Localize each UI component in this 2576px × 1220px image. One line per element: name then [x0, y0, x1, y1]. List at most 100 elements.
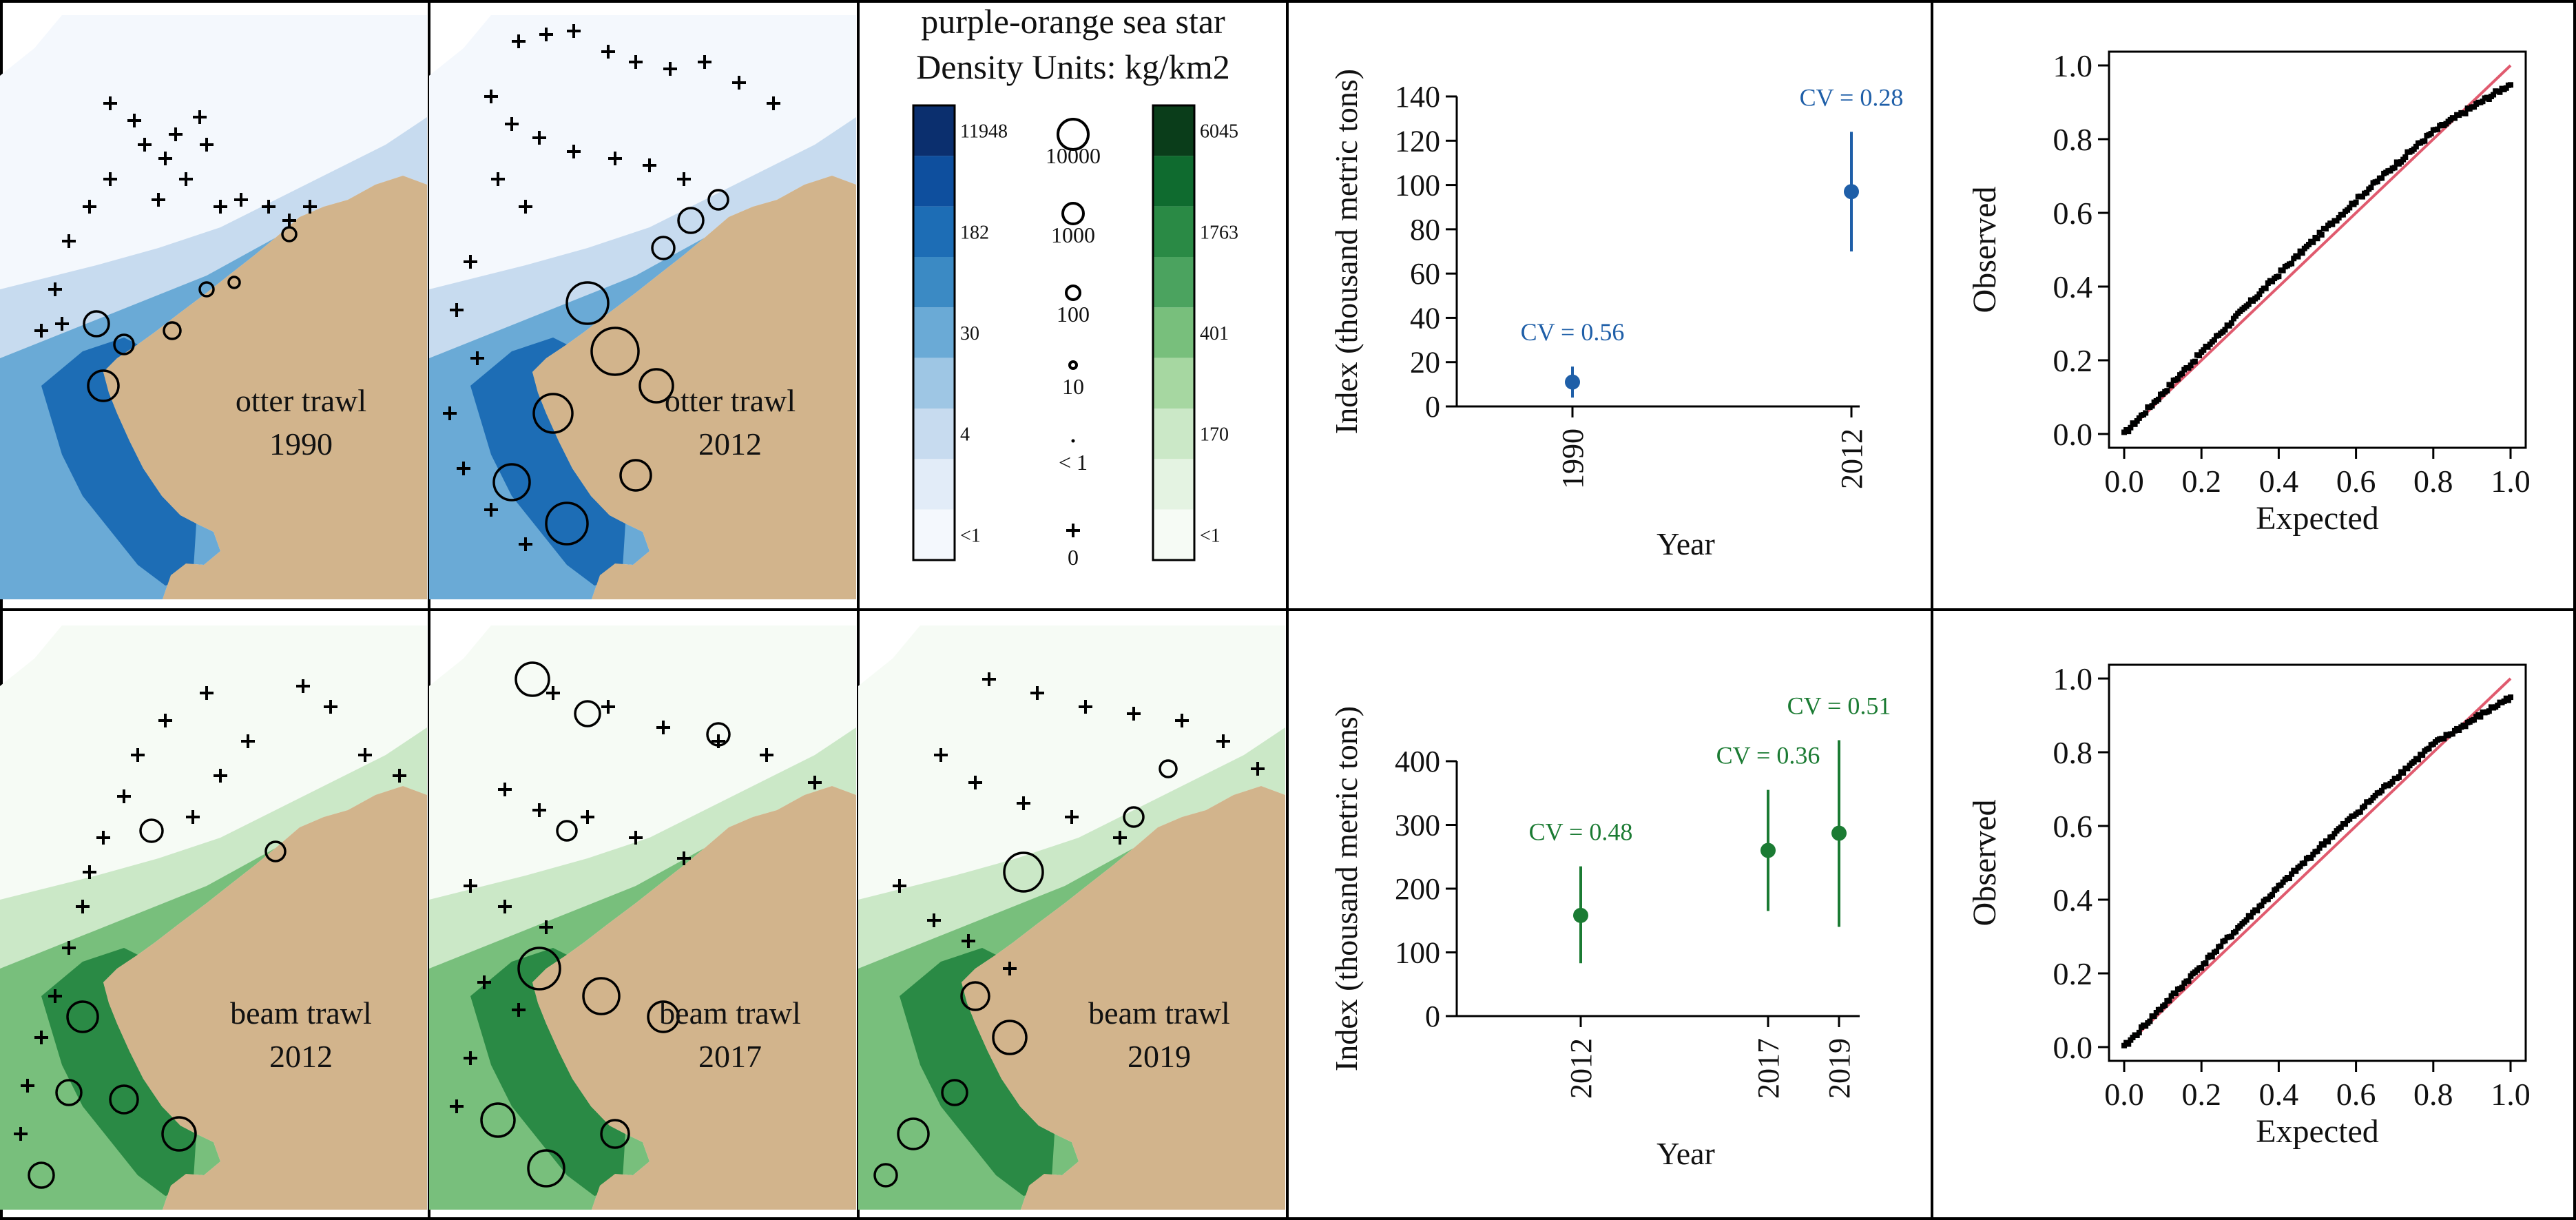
colorbar-swatch [1153, 459, 1194, 510]
qq-point [2269, 278, 2276, 285]
zero-catch-marker [519, 537, 532, 551]
zero-catch-marker [532, 131, 546, 145]
map-gear-label: beam trawl [659, 995, 801, 1031]
qq-point [2134, 418, 2140, 424]
zero-catch-marker [629, 55, 643, 69]
y-tick-label: 60 [1410, 257, 1440, 291]
zero-catch-marker [48, 282, 62, 296]
map-survey-markers [443, 24, 780, 551]
x-tick-label: 0.0 [2104, 1077, 2144, 1112]
zero-catch-marker [760, 748, 773, 762]
qq-point [2501, 698, 2507, 704]
index-point [1760, 842, 1776, 858]
size-legend-label: 1000 [1051, 223, 1095, 247]
qq-point [2318, 231, 2325, 238]
map-survey-markers [450, 661, 822, 1188]
qq-point [2422, 138, 2428, 144]
zero-catch-marker [303, 200, 317, 214]
catch-circle-marker [532, 393, 574, 434]
map-density-band [858, 848, 1134, 1210]
qq-point [2289, 871, 2295, 877]
map-year-label: 2012 [698, 426, 762, 462]
qq-point [2389, 779, 2396, 785]
colorbar-swatch [913, 509, 955, 560]
qq-point [2143, 1023, 2149, 1029]
colorbar-frame [912, 104, 956, 561]
catch-circle-marker [113, 333, 135, 355]
qq-point [2320, 842, 2327, 848]
map-density-band [429, 848, 705, 1210]
qq-point [2391, 165, 2398, 171]
colorbar-label: 6045 [1200, 121, 1238, 143]
colorbar-swatch [913, 156, 955, 207]
zero-catch-marker [1127, 707, 1141, 721]
map-shading [429, 15, 856, 599]
zero-catch-marker [152, 193, 165, 207]
map-density-band [0, 848, 276, 1210]
y-tick-label: 1.0 [2053, 48, 2093, 83]
y-tick-label: 400 [1395, 745, 1440, 778]
qq-point [2503, 85, 2509, 91]
map-shading [0, 625, 427, 1210]
qq-point [2347, 205, 2353, 211]
size-legend-symbol [1061, 202, 1085, 225]
catch-circle-marker [992, 1020, 1028, 1055]
qq-point [2368, 185, 2374, 191]
colorbar-swatch [1153, 156, 1194, 207]
catch-circle-marker [1123, 806, 1145, 828]
qq-point [2325, 838, 2331, 845]
zero-catch-marker [62, 234, 76, 248]
zero-catch-marker [484, 503, 498, 517]
zero-catch-marker [457, 462, 470, 475]
colorbar-frame [1152, 104, 1196, 561]
size-legend-symbol [1057, 118, 1090, 151]
map-panel-otter-2012: otter trawl 2012 [429, 15, 856, 599]
catch-circle-marker [706, 722, 731, 747]
zero-catch-marker [698, 55, 711, 69]
zero-catch-marker [893, 879, 906, 893]
x-axis-label: Expected [2256, 1113, 2379, 1150]
qq-point [2164, 388, 2170, 394]
zero-catch-marker [127, 114, 141, 127]
y-tick-label: 100 [1395, 936, 1440, 970]
qq-point [2218, 943, 2224, 949]
qq-point [2308, 855, 2314, 861]
map-density-band [858, 625, 1285, 900]
qq-point [2441, 736, 2447, 742]
qq-point [2188, 362, 2194, 369]
y-tick-label: 0.4 [2053, 269, 2093, 304]
map-panel-beam-2017: beam trawl 2017 [429, 625, 856, 1210]
zero-catch-marker [934, 748, 948, 762]
qq-point [2451, 115, 2458, 121]
cv-label: CV = 0.48 [1529, 818, 1633, 846]
catch-circle-marker [897, 1117, 930, 1150]
qq-point [2201, 347, 2207, 353]
y-tick-label: 0 [1425, 390, 1440, 424]
qq-point [2245, 301, 2252, 307]
qq-point [2314, 236, 2320, 242]
qq-point [2310, 239, 2316, 245]
zero-catch-marker [138, 138, 152, 152]
map-density-band [470, 948, 625, 1196]
zero-catch-marker [505, 117, 519, 131]
catch-circle-marker [492, 463, 531, 502]
zero-catch-marker [581, 810, 594, 824]
y-tick-label: 0.8 [2053, 735, 2093, 770]
qq-point [2254, 294, 2261, 300]
catch-circle-marker [198, 281, 215, 298]
zero-catch-marker [34, 324, 48, 338]
map-density-band [429, 117, 856, 358]
qq-point [2168, 993, 2174, 999]
y-axis-label: Index (thousand metric tons) [1329, 706, 1364, 1071]
zero-catch-marker [1251, 762, 1265, 776]
size-legend-symbol [1065, 285, 1081, 301]
qq-point [2174, 375, 2181, 382]
qq-point [2258, 902, 2265, 909]
y-tick-label: 140 [1395, 80, 1440, 114]
zero-catch-marker [241, 734, 255, 748]
qq-point [2362, 803, 2368, 809]
zero-catch-marker [539, 28, 553, 41]
qq-point [2329, 221, 2336, 227]
map-density-band [0, 15, 427, 289]
y-axis-label: Observed [1966, 800, 2003, 927]
